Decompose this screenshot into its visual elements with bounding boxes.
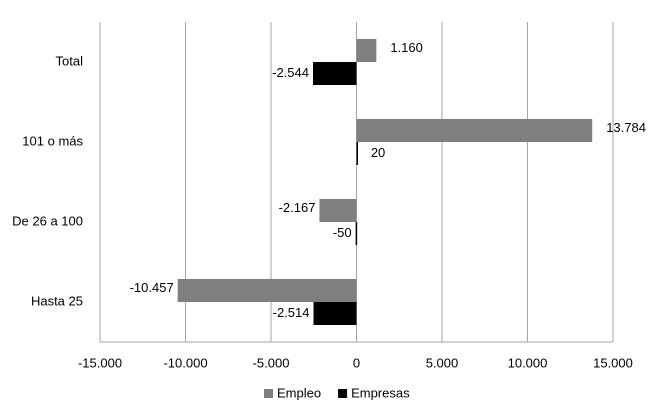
y-tick-label: De 26 a 100	[12, 213, 83, 228]
data-label: -10.457	[130, 280, 174, 295]
bar	[177, 279, 357, 302]
bar	[312, 62, 357, 85]
x-tick-label: -15.000	[78, 355, 122, 370]
y-tick-label: Hasta 25	[31, 293, 83, 308]
data-label: -2.544	[272, 65, 309, 80]
x-tick-label: 0	[353, 355, 360, 370]
data-label: 13.784	[606, 120, 646, 135]
legend-swatch	[338, 389, 348, 398]
bar	[356, 142, 358, 165]
data-label: 20	[371, 145, 385, 160]
data-label: -2.167	[279, 200, 316, 215]
data-label: -50	[333, 225, 352, 240]
x-tick-label: 10.000	[508, 355, 548, 370]
legend-label: Empresas	[351, 385, 410, 400]
y-tick-label: 101 o más	[22, 133, 83, 148]
data-label: 1.160	[390, 40, 423, 55]
data-label: -2.514	[273, 305, 310, 320]
bar	[313, 302, 357, 325]
x-tick-label: 15.000	[593, 355, 633, 370]
bar	[355, 222, 358, 245]
legend-swatch	[264, 389, 273, 398]
y-tick-label: Total	[56, 53, 84, 68]
bar	[356, 119, 593, 142]
bar	[319, 199, 357, 222]
x-tick-label: 5.000	[426, 355, 459, 370]
x-tick-label: -5.000	[253, 355, 290, 370]
legend-label: Empleo	[277, 385, 321, 400]
bar	[356, 39, 377, 62]
x-tick-label: -10.000	[163, 355, 207, 370]
